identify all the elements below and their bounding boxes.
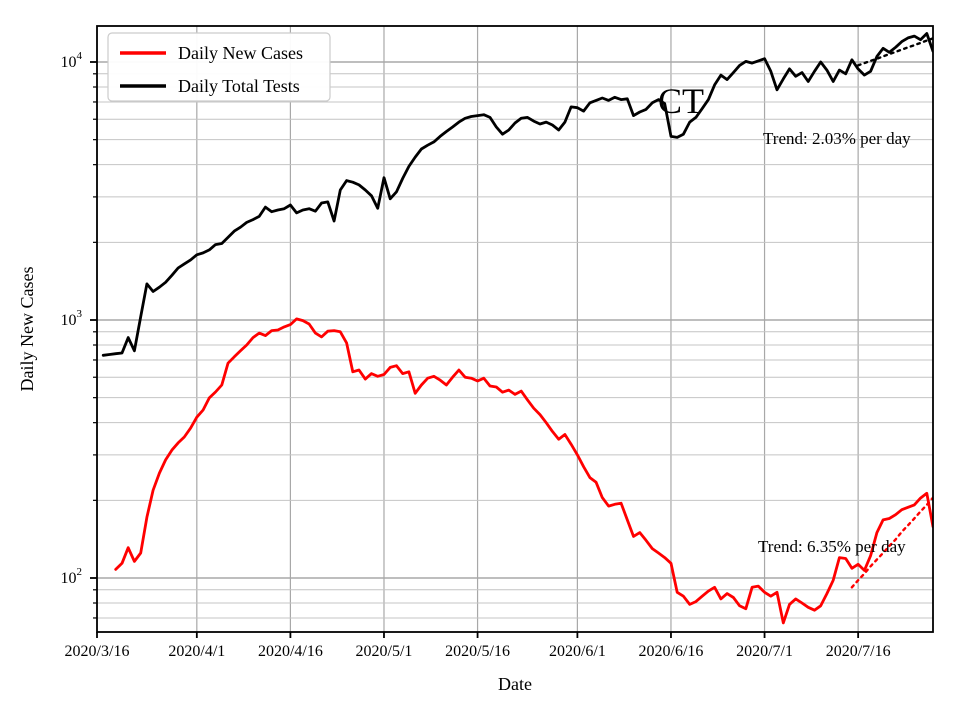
x-tick-label: 2020/4/1 [168,643,225,660]
legend: Daily New Cases Daily Total Tests [107,32,331,102]
x-tick-label: 2020/6/16 [639,643,704,660]
legend-label-cases: Daily New Cases [178,43,303,63]
y-tick-label: 102 [61,566,83,587]
series-layer [101,32,933,625]
x-tick-label: 2020/4/16 [258,643,323,660]
x-tick-label: 2020/5/16 [445,643,510,660]
y-tick-label: 103 [61,308,83,329]
grid-layer [96,26,933,632]
y-axis-label: Daily New Cases [17,267,37,392]
series-trend-ff0000 [850,496,933,589]
plot-area-border [96,25,934,633]
series-ff0000 [114,317,933,625]
y-tick-label: 104 [61,50,83,71]
x-axis-label: Date [498,674,532,694]
trend-annotation-cases: Trend: 6.35% per day [758,537,906,556]
x-tick-label: 2020/3/16 [65,643,130,660]
x-tick-label: 2020/6/1 [549,643,606,660]
series-trend-000000 [856,37,933,67]
state-annotation: CT [658,81,704,121]
tick-layer: 2020/3/16 2020/4/1 2020/4/16 2020/5/1 2020/5… [61,50,891,660]
series-000000 [101,32,933,357]
x-tick-label: 2020/7/1 [736,643,793,660]
legend-box [107,32,331,102]
x-tick-label: 2020/7/16 [826,643,891,660]
legend-label-tests: Daily Total Tests [178,76,300,96]
x-tick-label: 2020/5/1 [356,643,413,660]
trend-annotation-tests: Trend: 2.03% per day [763,129,911,148]
